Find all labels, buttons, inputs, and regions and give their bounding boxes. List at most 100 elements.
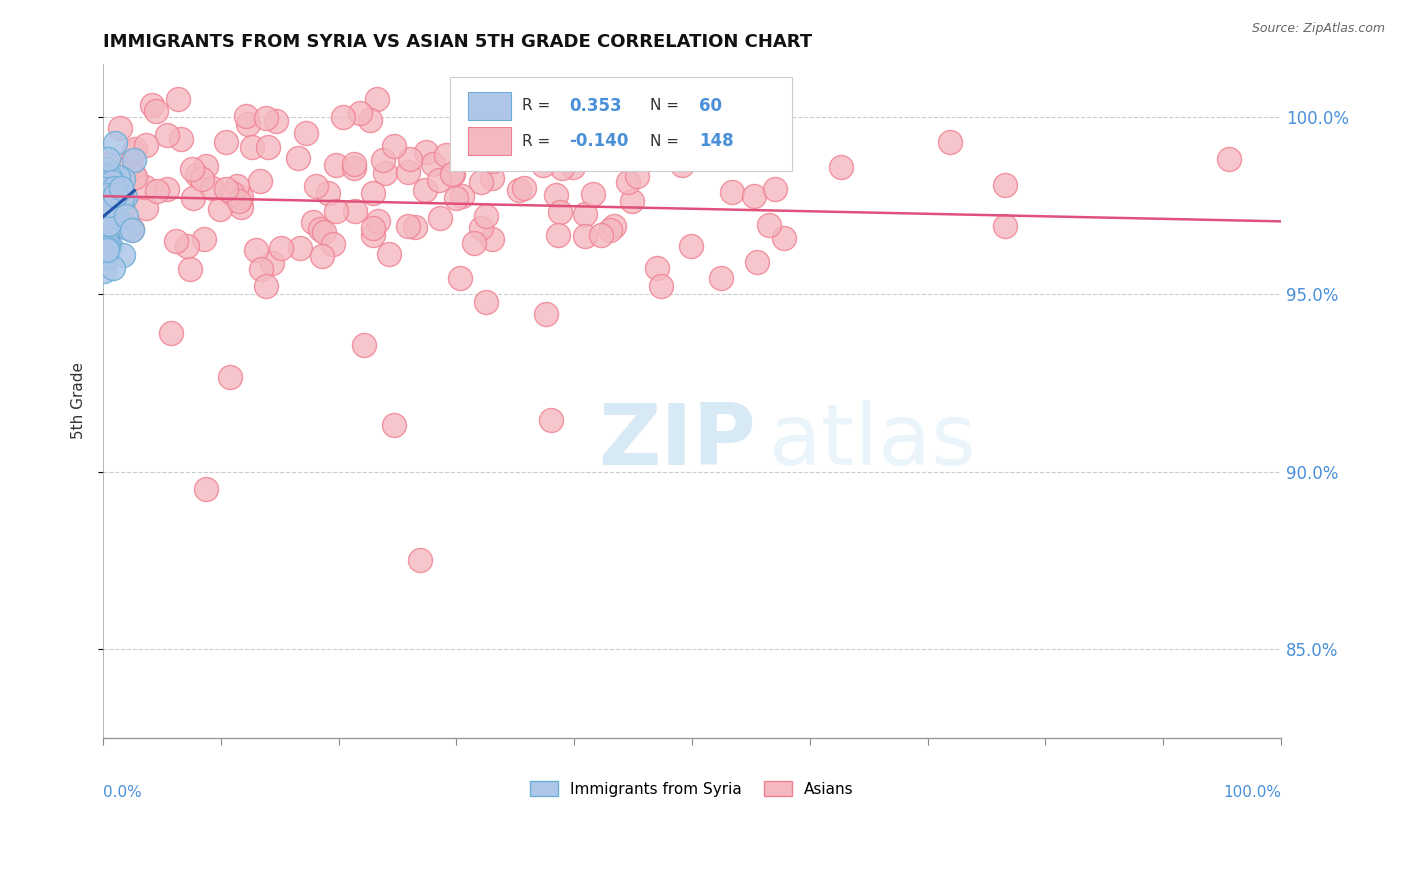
Point bbox=[470, 175, 492, 189]
Point bbox=[176, 239, 198, 253]
Point bbox=[434, 148, 457, 162]
Point bbox=[219, 370, 242, 384]
FancyBboxPatch shape bbox=[468, 92, 510, 120]
Point bbox=[994, 178, 1017, 192]
Point bbox=[994, 219, 1017, 234]
Point bbox=[650, 279, 672, 293]
Point bbox=[97, 208, 120, 222]
Point bbox=[481, 170, 503, 185]
Point bbox=[314, 226, 336, 240]
Point bbox=[94, 178, 117, 192]
Point bbox=[141, 97, 163, 112]
Point bbox=[254, 279, 277, 293]
Point bbox=[97, 239, 120, 253]
Point bbox=[367, 214, 389, 228]
Point bbox=[105, 208, 128, 222]
Point bbox=[396, 164, 419, 178]
Point bbox=[121, 223, 143, 237]
Point bbox=[349, 106, 371, 120]
Point bbox=[94, 205, 117, 219]
Point bbox=[427, 173, 450, 187]
FancyBboxPatch shape bbox=[450, 77, 792, 171]
Point bbox=[94, 251, 117, 265]
Point bbox=[574, 229, 596, 244]
Point bbox=[332, 110, 354, 124]
Point bbox=[574, 207, 596, 221]
Point bbox=[96, 161, 118, 176]
Point bbox=[599, 222, 621, 236]
Point bbox=[481, 231, 503, 245]
Point bbox=[240, 139, 263, 153]
Point bbox=[377, 247, 399, 261]
Point bbox=[208, 202, 231, 216]
Point bbox=[104, 205, 127, 219]
Point bbox=[451, 189, 474, 203]
Point bbox=[325, 204, 347, 219]
Point bbox=[111, 247, 134, 261]
Point bbox=[308, 221, 330, 235]
Point bbox=[256, 140, 278, 154]
Point bbox=[396, 219, 419, 233]
Text: 148: 148 bbox=[699, 132, 734, 150]
Text: 0.0%: 0.0% bbox=[103, 785, 142, 800]
Point bbox=[98, 194, 121, 208]
Point bbox=[97, 182, 120, 196]
Text: 0.353: 0.353 bbox=[569, 97, 621, 115]
Point bbox=[201, 180, 224, 194]
Point bbox=[449, 271, 471, 285]
Point bbox=[134, 179, 156, 194]
Point bbox=[180, 161, 202, 176]
Point bbox=[475, 295, 498, 310]
Point bbox=[710, 270, 733, 285]
Point bbox=[226, 178, 249, 193]
Point bbox=[94, 227, 117, 241]
Point bbox=[100, 209, 122, 223]
Point bbox=[97, 209, 120, 223]
Text: N =: N = bbox=[650, 98, 683, 113]
Point bbox=[96, 243, 118, 257]
Point bbox=[382, 138, 405, 153]
Point bbox=[135, 138, 157, 153]
Point bbox=[124, 153, 146, 167]
Point bbox=[260, 256, 283, 270]
Point bbox=[301, 215, 323, 229]
Point bbox=[591, 228, 613, 243]
Point bbox=[169, 132, 191, 146]
Point bbox=[373, 153, 395, 167]
Point bbox=[117, 220, 139, 235]
Point bbox=[107, 169, 129, 184]
Point bbox=[399, 152, 422, 166]
Point bbox=[124, 143, 146, 157]
Point bbox=[122, 145, 145, 159]
Point bbox=[96, 249, 118, 263]
Point bbox=[110, 121, 132, 136]
Point bbox=[238, 117, 260, 131]
Point bbox=[103, 261, 125, 276]
Point bbox=[94, 194, 117, 209]
Point bbox=[270, 241, 292, 255]
Text: ZIP: ZIP bbox=[598, 400, 755, 483]
Point bbox=[105, 172, 128, 186]
Point bbox=[104, 187, 127, 202]
Point bbox=[111, 200, 134, 214]
Point bbox=[186, 168, 208, 182]
Point bbox=[645, 260, 668, 275]
Point bbox=[111, 191, 134, 205]
Point bbox=[120, 157, 142, 171]
Point bbox=[98, 217, 121, 231]
Point bbox=[626, 169, 648, 183]
Point bbox=[531, 158, 554, 172]
Point bbox=[713, 142, 735, 156]
Point bbox=[97, 189, 120, 203]
Point bbox=[513, 181, 536, 195]
Point bbox=[145, 103, 167, 118]
Point bbox=[215, 136, 238, 150]
Point bbox=[250, 262, 273, 277]
Point bbox=[165, 234, 187, 248]
Point bbox=[325, 158, 347, 172]
Point bbox=[91, 233, 114, 247]
Point bbox=[229, 200, 252, 214]
Point bbox=[94, 225, 117, 239]
Point bbox=[311, 248, 333, 262]
Point bbox=[508, 183, 530, 197]
